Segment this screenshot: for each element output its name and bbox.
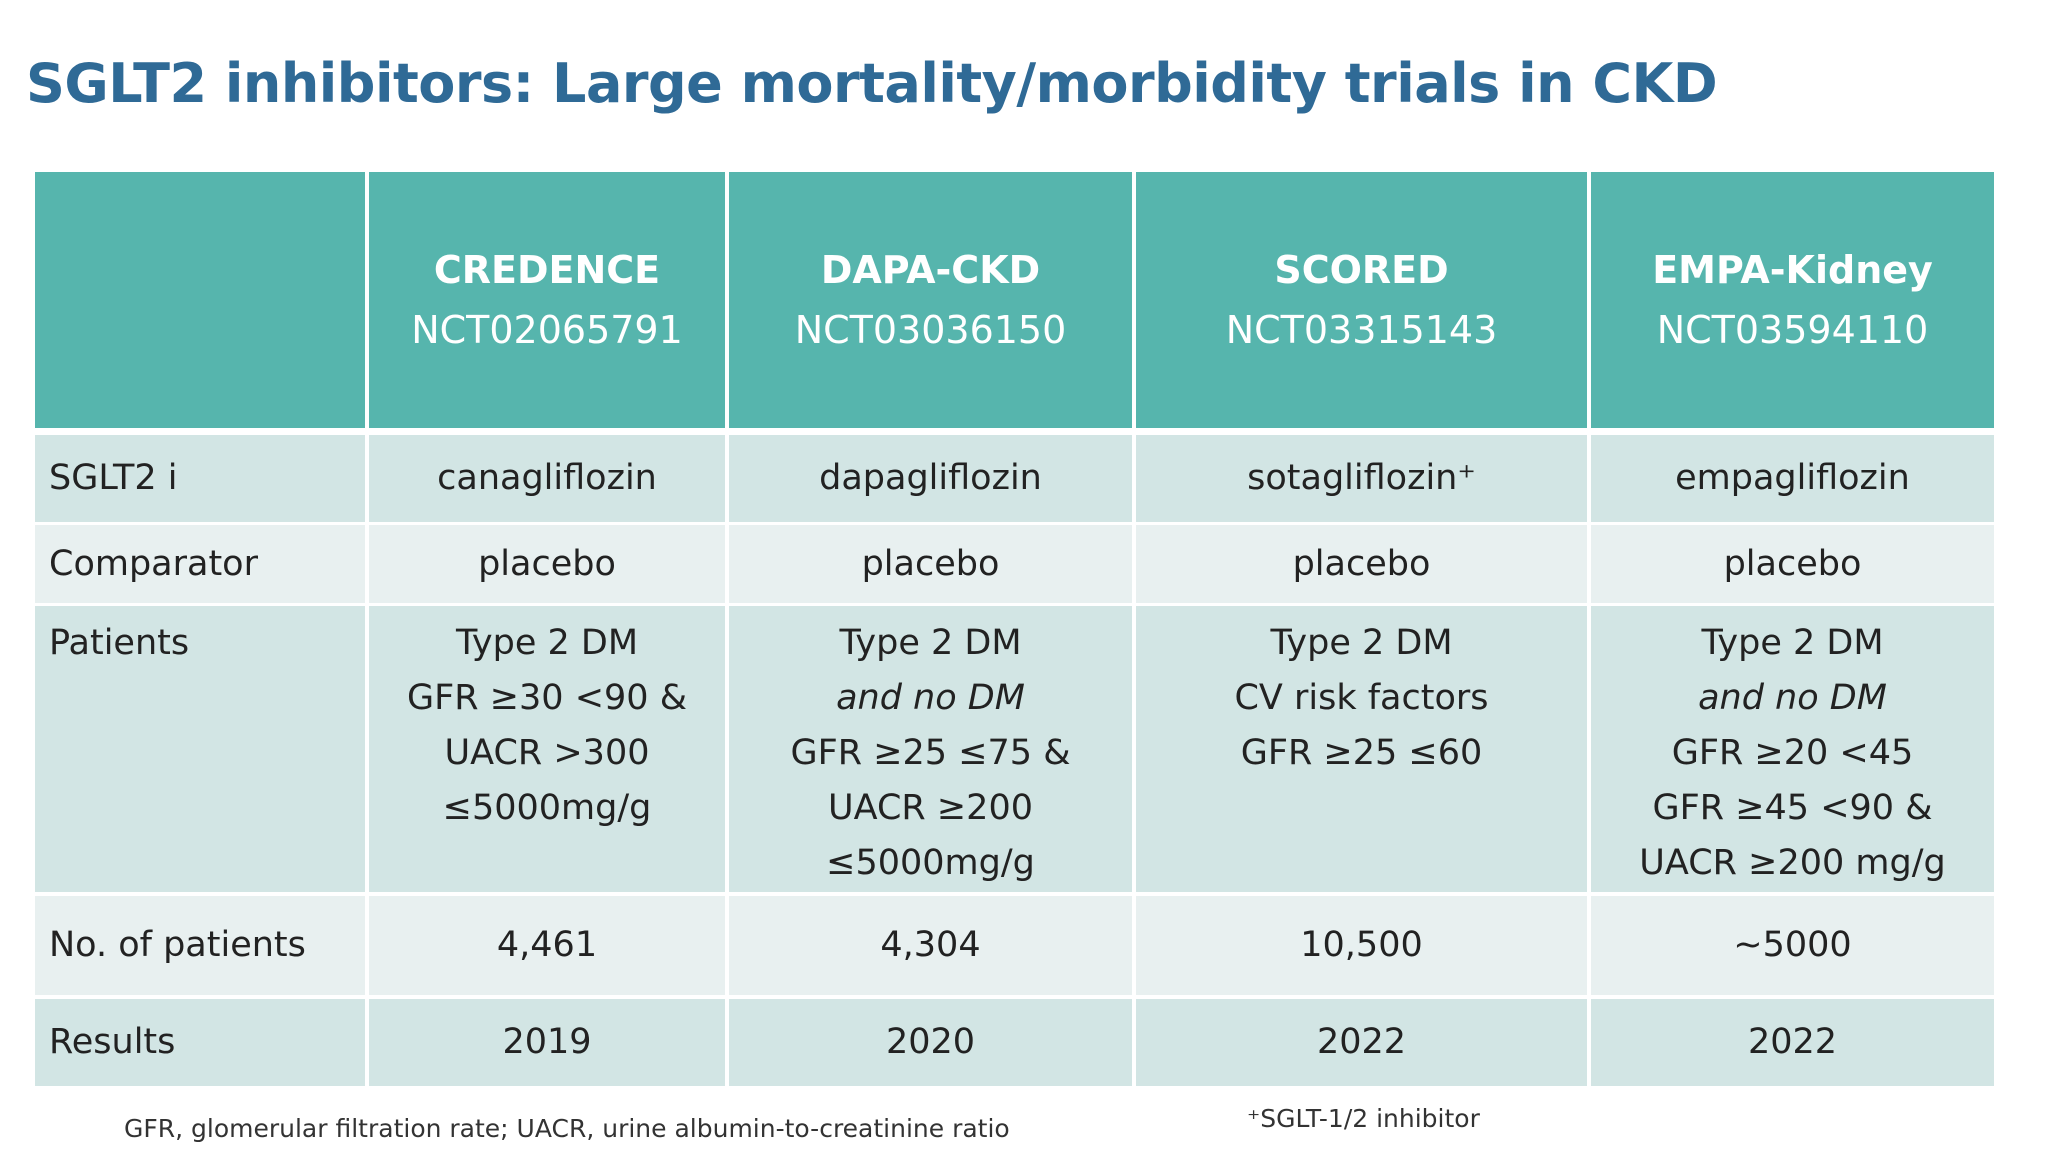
cell-line: CV risk factors (1234, 678, 1489, 718)
table-cell: sotagliflozin⁺ (1136, 435, 1587, 522)
cell-line: GFR ≥30 <90 & (407, 678, 687, 718)
cell-line: canagliflozin (437, 458, 657, 498)
table-cell: 10,500 (1136, 896, 1587, 995)
cell-line: empagliflozin (1675, 458, 1910, 498)
cell-line: placebo (861, 543, 1000, 584)
table-cell: 2022 (1591, 999, 1994, 1086)
trial-id: NCT03594110 (1656, 308, 1929, 352)
cell-line: GFR ≥25 ≤75 & (790, 733, 1071, 773)
cell-line: 4,461 (496, 925, 598, 965)
header-cell: DAPA-CKD NCT03036150 (729, 172, 1132, 428)
table-cell: dapagliflozin (729, 435, 1132, 522)
trial-id: NCT02065791 (411, 308, 683, 352)
slide-title: SGLT2 inhibitors: Large mortality/morbid… (26, 52, 1718, 115)
trial-name: CREDENCE (433, 248, 661, 292)
cell-line: dapagliflozin (819, 458, 1042, 498)
row-label: No. of patients (49, 925, 306, 965)
cell-line: and no DM (1698, 678, 1887, 718)
row-label: Results (49, 1022, 176, 1062)
cell-line: placebo (1292, 543, 1431, 584)
cell-line: Type 2 DM (455, 623, 639, 663)
header-cell (35, 172, 365, 428)
table-cell: Type 2 DM CV risk factors GFR ≥25 ≤60 (1136, 606, 1587, 892)
row-label-cell: Results (35, 999, 365, 1086)
cell-line: UACR ≥200 mg/g (1639, 843, 1946, 883)
trial-name: SCORED (1274, 248, 1449, 292)
row-label-cell: Comparator (35, 525, 365, 603)
cell-line: UACR >300 (444, 733, 650, 773)
cell-line: ≤5000mg/g (442, 788, 652, 828)
cell-line: ~5000 (1733, 925, 1852, 965)
header-cell: CREDENCE NCT02065791 (369, 172, 725, 428)
cell-line: GFR ≥25 ≤60 (1240, 733, 1483, 773)
cell-line: placebo (1723, 543, 1862, 584)
table-cell: 4,304 (729, 896, 1132, 995)
cell-line: UACR ≥200 (828, 788, 1033, 828)
row-label: Patients (49, 623, 190, 663)
table-cell: Type 2 DM and no DM GFR ≥20 <45 GFR ≥45 <90… (1591, 606, 1994, 892)
table-cell: Type 2 DM and no DM GFR ≥25 ≤75 & UACR ≥200… (729, 606, 1132, 892)
cell-line: GFR ≥20 <45 (1671, 733, 1914, 773)
header-cell: SCORED NCT03315143 (1136, 172, 1587, 428)
cell-line: Type 2 DM (1701, 623, 1884, 663)
cell-line: 2022 (1316, 1022, 1407, 1062)
trial-name: DAPA-CKD (820, 248, 1041, 292)
cell-line: and no DM (836, 678, 1025, 718)
table-cell: placebo (729, 525, 1132, 603)
cell-line: GFR ≥45 <90 & (1652, 788, 1933, 828)
footnote: GFR, glomerular filtration rate; UACR, u… (124, 1114, 1010, 1143)
table-cell: 2020 (729, 999, 1132, 1086)
cell-line: sotagliflozin⁺ (1247, 458, 1476, 498)
cell-line: 2022 (1747, 1022, 1838, 1062)
table-cell: 2019 (369, 999, 725, 1086)
row-label: Comparator (49, 543, 258, 584)
cell-line: 2019 (502, 1022, 592, 1062)
cell-line: ≤5000mg/g (826, 843, 1035, 883)
cell-line: Type 2 DM (1270, 623, 1453, 663)
row-label: SGLT2 i (49, 458, 178, 498)
cell-line: 4,304 (880, 925, 981, 965)
row-label-cell: No. of patients (35, 896, 365, 995)
cell-line: 2020 (885, 1022, 976, 1062)
footnote: ⁺SGLT-1/2 inhibitor (1247, 1104, 1480, 1133)
cell-line: 10,500 (1300, 925, 1423, 965)
table-cell: Type 2 DM GFR ≥30 <90 & UACR >300 ≤5000mg/g (369, 606, 725, 892)
table-cell: placebo (1136, 525, 1587, 603)
table-cell: empagliflozin (1591, 435, 1994, 522)
row-label-cell: Patients (35, 606, 365, 892)
cell-line: placebo (478, 543, 616, 584)
table-cell: canagliflozin (369, 435, 725, 522)
table-cell: ~5000 (1591, 896, 1994, 995)
table-cell: placebo (1591, 525, 1994, 603)
table-cell: 4,461 (369, 896, 725, 995)
cell-line: Type 2 DM (839, 623, 1022, 663)
trial-id: NCT03315143 (1225, 308, 1498, 352)
header-cell: EMPA-Kidney NCT03594110 (1591, 172, 1994, 428)
trial-name: EMPA-Kidney (1652, 248, 1933, 292)
table-cell: placebo (369, 525, 725, 603)
table-cell: 2022 (1136, 999, 1587, 1086)
trial-id: NCT03036150 (794, 308, 1067, 352)
row-label-cell: SGLT2 i (35, 435, 365, 522)
